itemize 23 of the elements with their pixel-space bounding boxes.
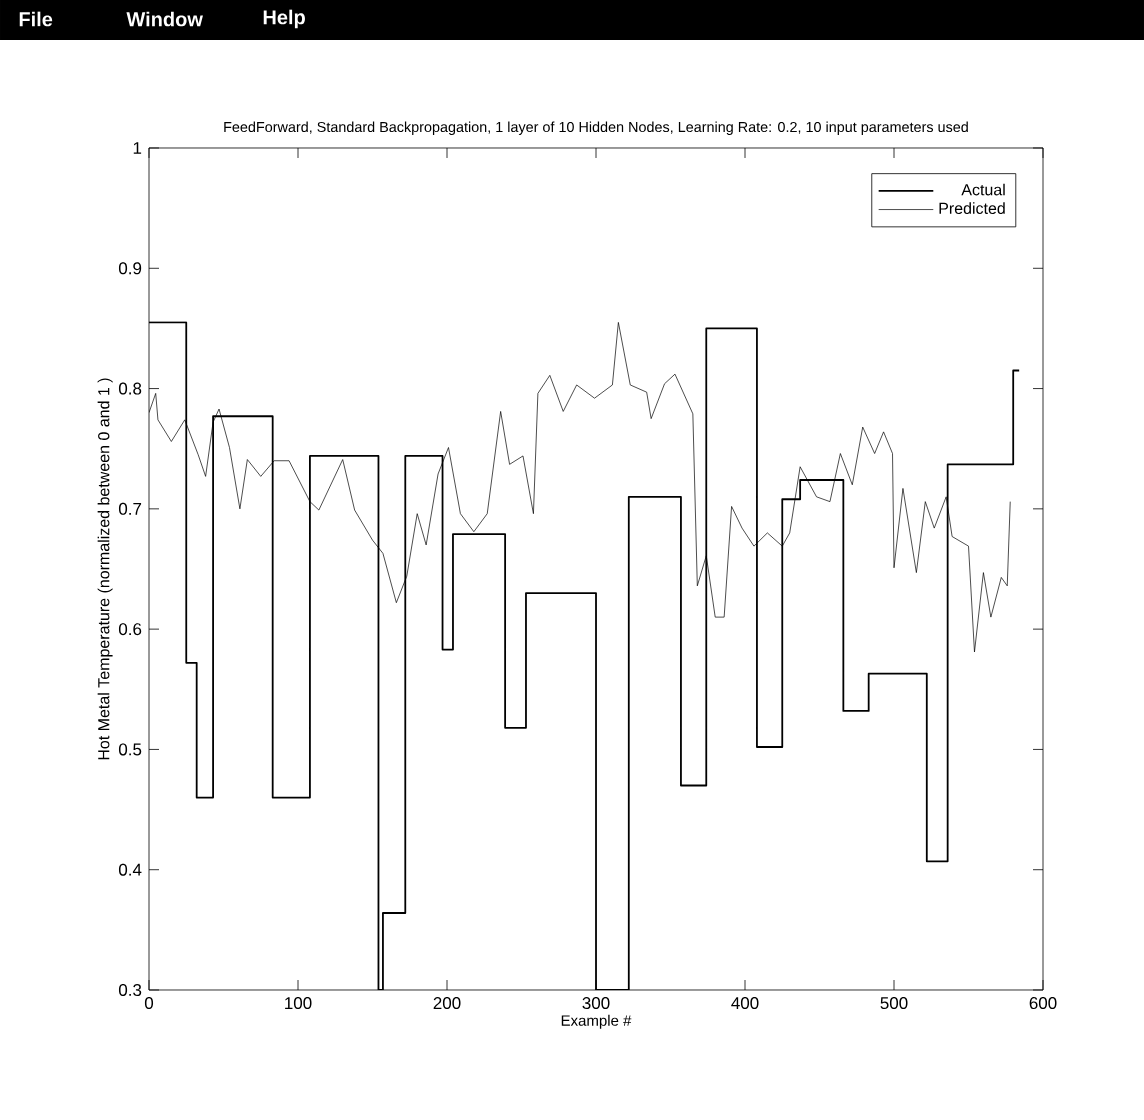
y-tick-label: 1 [133,142,142,154]
y-tick-label: 0.6 [118,623,142,636]
x-tick-label: 500 [880,997,908,1010]
x-tick-label: 300 [582,997,610,1010]
y-tick-label: 0.3 [118,983,142,997]
legend-label: Actual [961,183,1005,196]
x-tick-label: 400 [731,997,759,1010]
legend-label: Predicted [939,202,1005,214]
y-axis-title: Hot Metal Temperature (normalized between 0 and 1 ) [97,378,113,760]
chart-title: FeedForward, Standard Backpropagation, 1 layer of 10 Hidden Nodes, Learning Rate: 0.2, 10 input parameters used [224,121,968,135]
y-tick-label: 0.7 [118,502,142,515]
text: File [19,11,53,27]
y-tick-label: 0.9 [118,262,142,275]
x-axis-title: Example # [561,1014,632,1029]
x-tick-label: 0 [144,997,154,1010]
y-tick-label: 0.4 [118,863,142,876]
text: Help [263,9,305,29]
x-tick-label: 100 [285,997,312,1010]
x-tick-label: 200 [433,997,461,1010]
y-tick-label: 0.8 [118,382,142,395]
x-tick-label: 600 [1029,997,1057,1010]
text: Window [126,11,203,27]
y-tick-label: 0.5 [118,743,142,756]
